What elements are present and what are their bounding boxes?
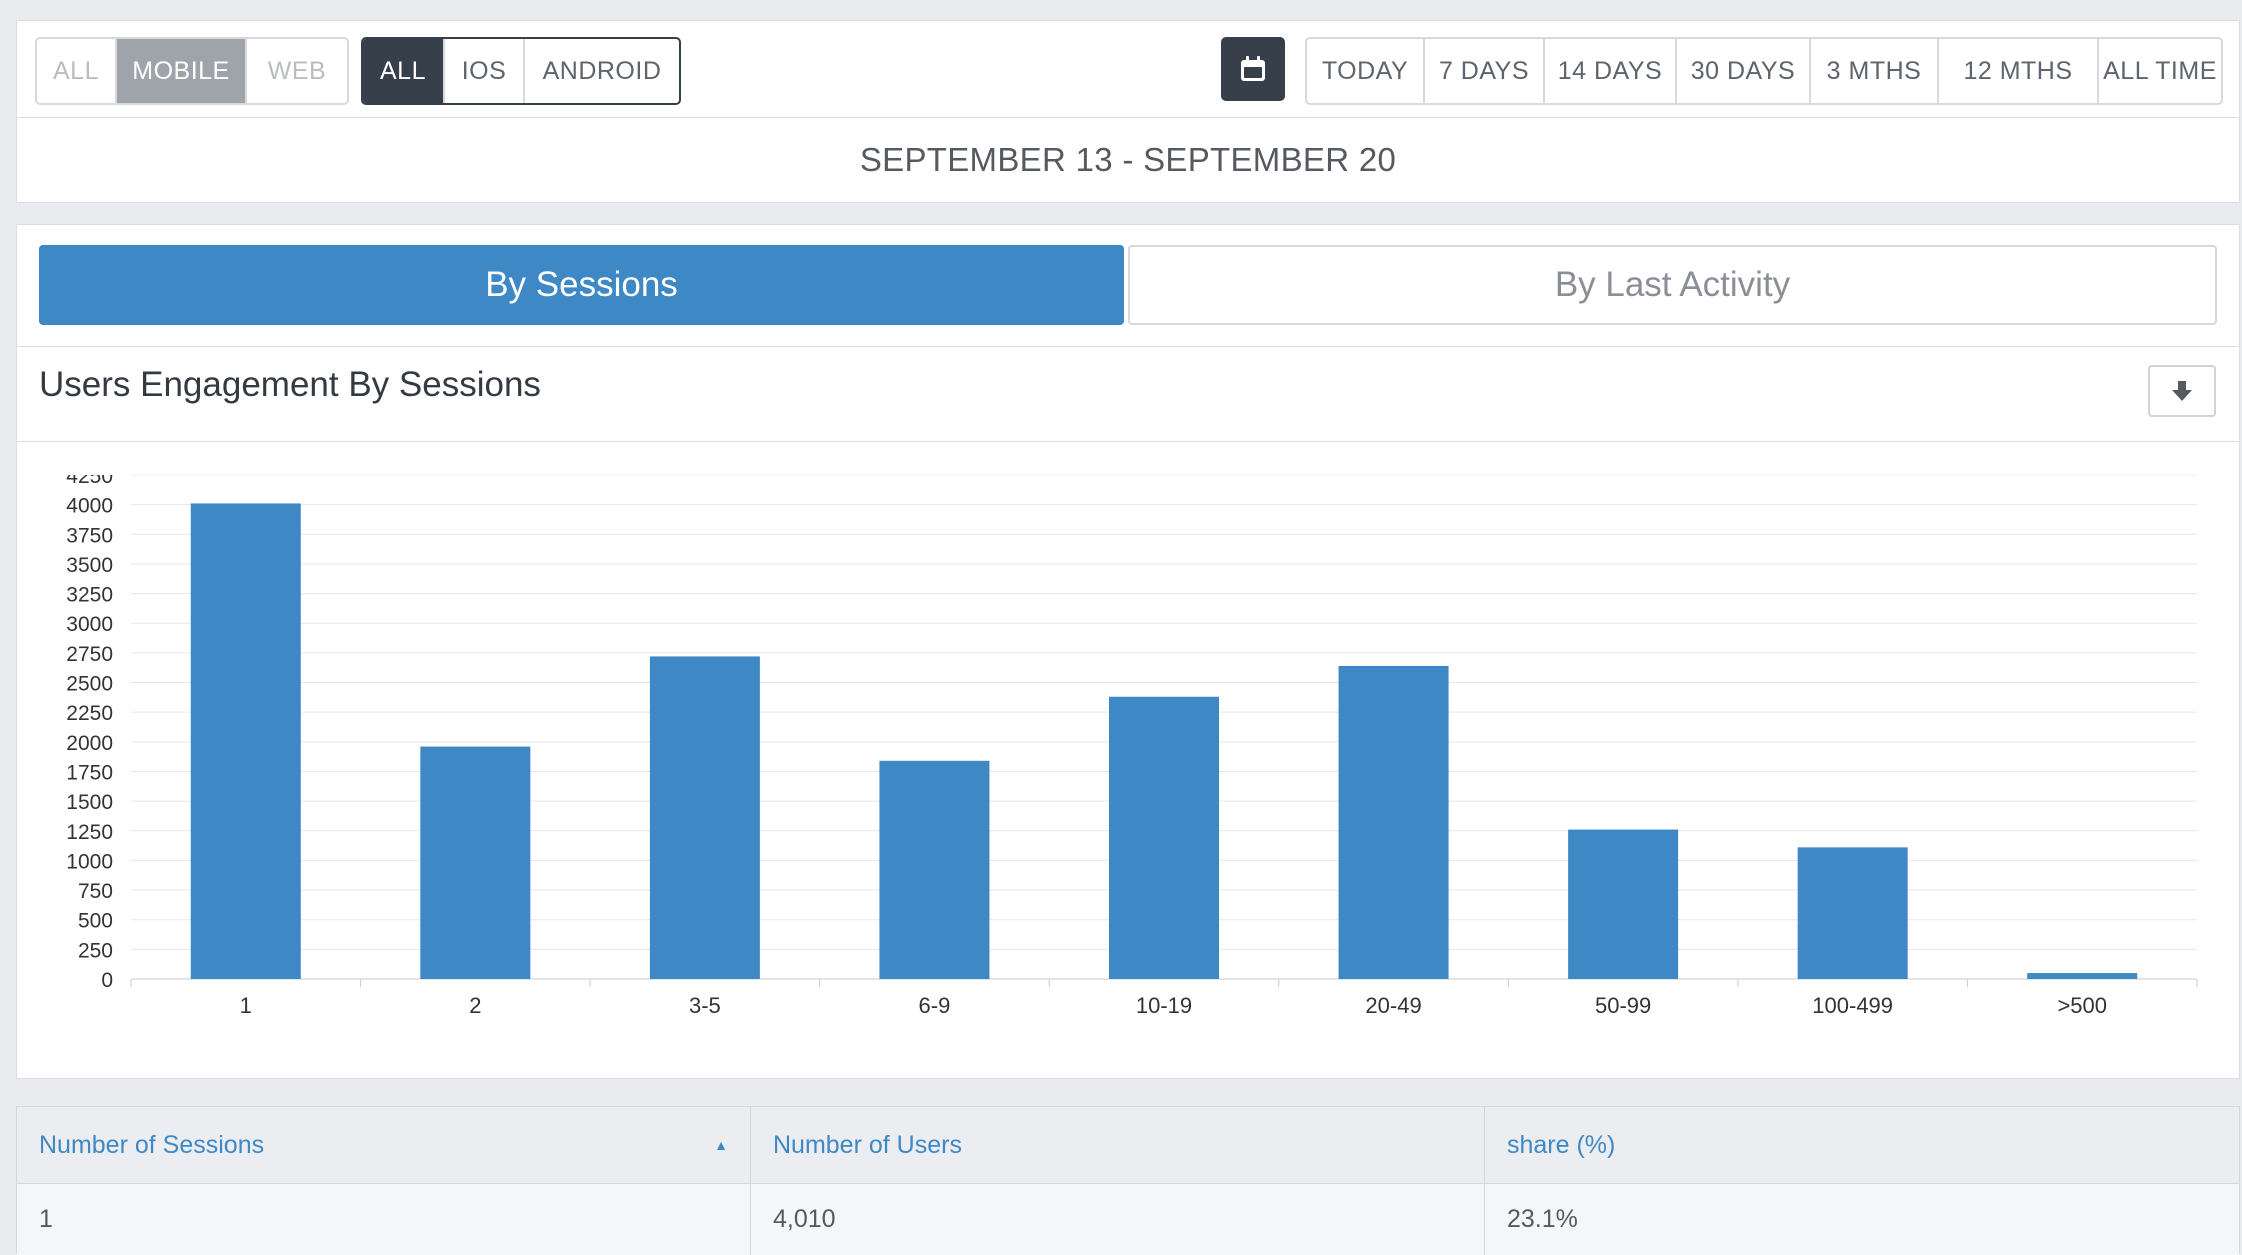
date-range-group: TODAY 7 DAYS 14 DAYS 30 DAYS 3 MTHS 12 M… — [1305, 37, 2223, 105]
os-all-button[interactable]: ALL — [363, 39, 445, 103]
bar — [1338, 665, 1449, 979]
sessions-bar-chart: 0 250 500 750 1000 1250 1500 1750 2000 2250 2500 27… — [66, 475, 2198, 1018]
filter-toolbar: ALL MOBILE WEB ALL IOS ANDROID TODAY 7 D… — [16, 20, 2240, 118]
date-range-label: SEPTEMBER 13 - SEPTEMBER 20 — [16, 117, 2240, 203]
y-tick-label: 3750 — [66, 524, 113, 547]
cell-share: 23.1% — [1507, 1205, 1578, 1233]
sessions-table: Number of Sessions ▲ Number of Users sha… — [16, 1106, 2240, 1255]
tab-by-last-activity[interactable]: By Last Activity — [1128, 245, 2217, 325]
chart-title: Users Engagement By Sessions — [39, 365, 541, 404]
x-tick-label: 6-9 — [919, 993, 951, 1018]
bar — [1568, 829, 1679, 979]
y-tick-label: 4250 — [66, 475, 113, 488]
y-tick-label: 3000 — [66, 613, 113, 636]
y-tick-label: 3250 — [66, 584, 113, 607]
bar — [2027, 973, 2138, 979]
engagement-tabs: By Sessions By Last Activity — [39, 245, 2217, 325]
os-ios-button[interactable]: IOS — [445, 39, 525, 103]
x-tick-label: 3-5 — [689, 993, 721, 1018]
bar — [190, 503, 301, 979]
y-tick-label: 4000 — [66, 495, 113, 518]
calendar-button[interactable] — [1221, 37, 1285, 101]
range-12-months-button[interactable]: 12 MTHS — [1939, 39, 2099, 103]
y-tick-label: 1500 — [66, 791, 113, 814]
os-filter-group: ALL IOS ANDROID — [361, 37, 681, 105]
bar — [879, 760, 990, 979]
x-tick-label: 2 — [469, 993, 481, 1018]
x-tick-label: 1 — [240, 993, 252, 1018]
cell-sessions: 1 — [17, 1184, 751, 1255]
divider — [17, 441, 2239, 442]
y-tick-label: 2000 — [66, 732, 113, 755]
bar — [420, 746, 531, 979]
platform-mobile-button[interactable]: MOBILE — [117, 39, 247, 103]
y-tick-label: 2500 — [66, 673, 113, 696]
range-3-months-button[interactable]: 3 MTHS — [1811, 39, 1939, 103]
range-today-button[interactable]: TODAY — [1307, 39, 1425, 103]
tab-by-sessions[interactable]: By Sessions — [39, 245, 1124, 325]
x-tick-label: 100-499 — [1812, 993, 1893, 1018]
range-7-days-button[interactable]: 7 DAYS — [1425, 39, 1545, 103]
y-tick-label: 0 — [101, 969, 113, 992]
y-tick-label: 2750 — [66, 643, 113, 666]
x-tick-label: >500 — [2057, 993, 2107, 1018]
x-tick-label: 10-19 — [1136, 993, 1192, 1018]
table-header: Number of Sessions ▲ Number of Users sha… — [17, 1107, 2239, 1184]
header-number-of-users[interactable]: Number of Users — [751, 1107, 1485, 1183]
range-all-time-button[interactable]: ALL TIME — [2103, 56, 2217, 85]
bar — [1109, 696, 1219, 979]
platform-filter-group: ALL MOBILE WEB — [35, 37, 349, 105]
range-30-days-button[interactable]: 30 DAYS — [1677, 39, 1811, 103]
bar — [1797, 847, 1908, 979]
calendar-icon — [1241, 56, 1265, 81]
y-tick-label: 750 — [78, 880, 113, 903]
header-label: share (%) — [1507, 1130, 1616, 1159]
sort-ascending-icon: ▲ — [714, 1137, 728, 1153]
range-14-days-button[interactable]: 14 DAYS — [1545, 39, 1677, 103]
platform-web-button[interactable]: WEB — [267, 56, 327, 85]
y-tick-label: 1750 — [66, 761, 113, 784]
header-share[interactable]: share (%) — [1485, 1107, 2239, 1183]
bar — [649, 656, 760, 979]
engagement-card: By Sessions By Last Activity Users Engag… — [16, 224, 2240, 1079]
y-tick-label: 1000 — [66, 850, 113, 873]
y-tick-label: 2250 — [66, 702, 113, 725]
platform-all-button[interactable]: ALL — [37, 39, 117, 103]
x-tick-label: 50-99 — [1595, 993, 1651, 1018]
download-arrow-icon — [2172, 381, 2192, 401]
os-android-button[interactable]: ANDROID — [542, 56, 662, 85]
y-tick-label: 250 — [78, 939, 113, 962]
cell-users: 4,010 — [751, 1184, 1485, 1255]
y-tick-label: 3500 — [66, 554, 113, 577]
x-tick-label: 20-49 — [1365, 993, 1421, 1018]
header-label: Number of Users — [773, 1130, 962, 1159]
y-tick-label: 1250 — [66, 821, 113, 844]
download-button[interactable] — [2148, 365, 2216, 417]
header-label: Number of Sessions — [39, 1130, 265, 1159]
divider — [17, 346, 2239, 347]
table-row: 1 4,010 23.1% — [17, 1184, 2239, 1255]
header-number-of-sessions[interactable]: Number of Sessions ▲ — [17, 1107, 751, 1183]
y-tick-label: 500 — [78, 910, 113, 933]
